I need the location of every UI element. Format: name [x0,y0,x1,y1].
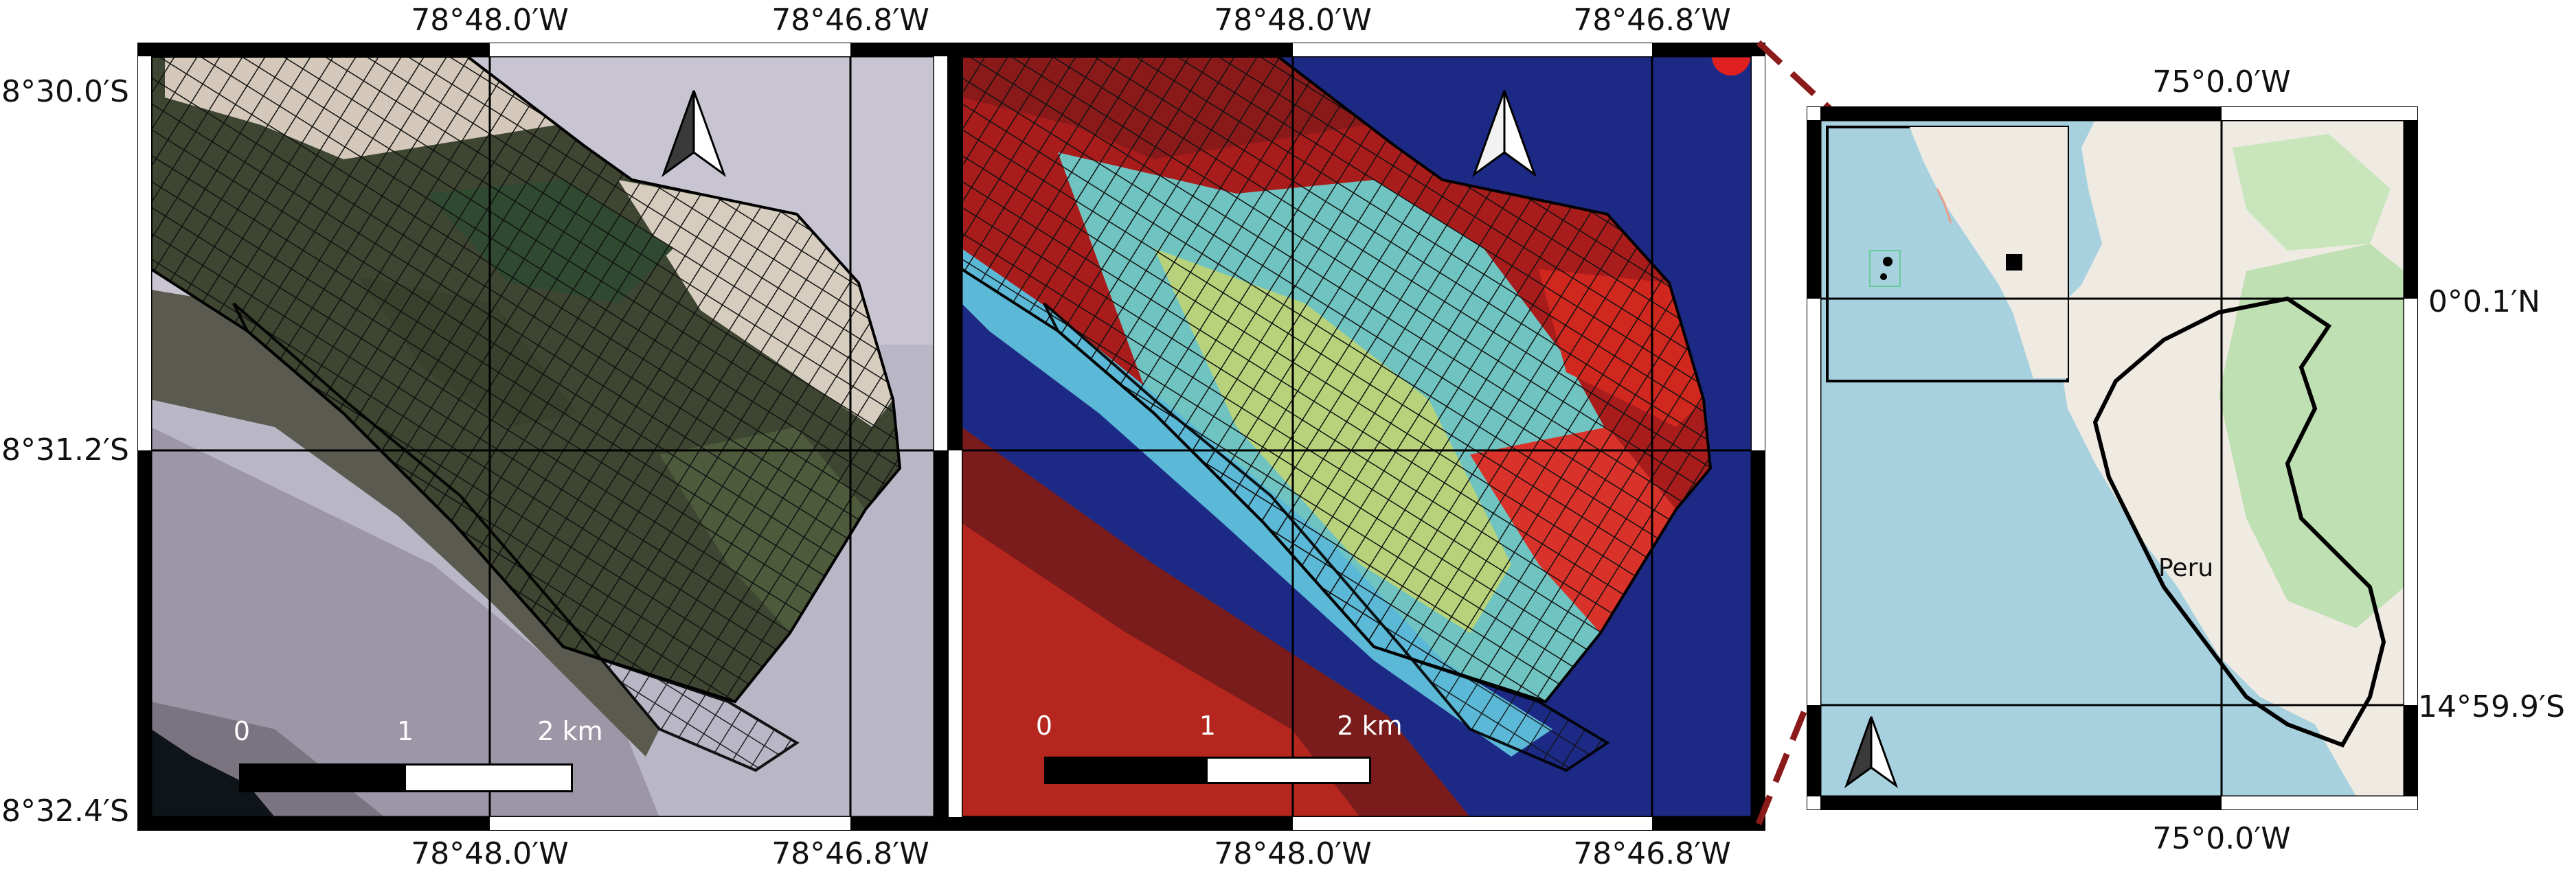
right-bottom-tick: 75°0.0′W [2152,821,2291,856]
scale-bar [239,763,573,792]
north-arrow-icon [1471,90,1537,177]
location-map-panel: Peru [1807,106,2418,810]
right-lat-tick-2: 14°59.9′S [2418,689,2565,724]
left-top-tick-2: 78°46.8′W [771,3,929,38]
mid-top-tick-2: 78°46.8′W [1573,3,1731,38]
scale-label-1: 1 [1199,711,1217,741]
false-color-map-panel: 0 1 2 km [948,43,1765,831]
mid-bottom-tick-1: 78°48.0′W [1214,836,1372,871]
scale-label-1: 1 [396,716,414,746]
scale-label-0: 0 [1035,711,1053,741]
country-label-peru: Peru [2158,554,2214,582]
left-bottom-tick-1: 78°48.0′W [411,836,569,871]
scale-bar [1044,757,1371,784]
scale-label-2: 2 km [537,716,603,746]
scale-label-0: 0 [233,716,251,746]
right-lat-tick-1: 0°0.1′N [2428,284,2540,319]
mid-bottom-tick-2: 78°46.8′W [1573,836,1731,871]
left-lat-tick-3: 8°32.4′S [1,794,129,829]
north-arrow-icon [1844,716,1899,788]
mid-top-tick-1: 78°48.0′W [1214,3,1372,38]
scale-label-2: 2 km [1337,711,1403,741]
left-bottom-tick-2: 78°46.8′W [771,836,929,871]
right-top-tick: 75°0.0′W [2152,65,2291,100]
left-lat-tick-1: 8°30.0′S [1,74,129,109]
left-lat-tick-2: 8°31.2′S [1,433,129,468]
north-arrow-icon [661,90,727,177]
left-top-tick-1: 78°48.0′W [411,3,569,38]
rgb-map-panel: 0 1 2 km [137,43,948,831]
